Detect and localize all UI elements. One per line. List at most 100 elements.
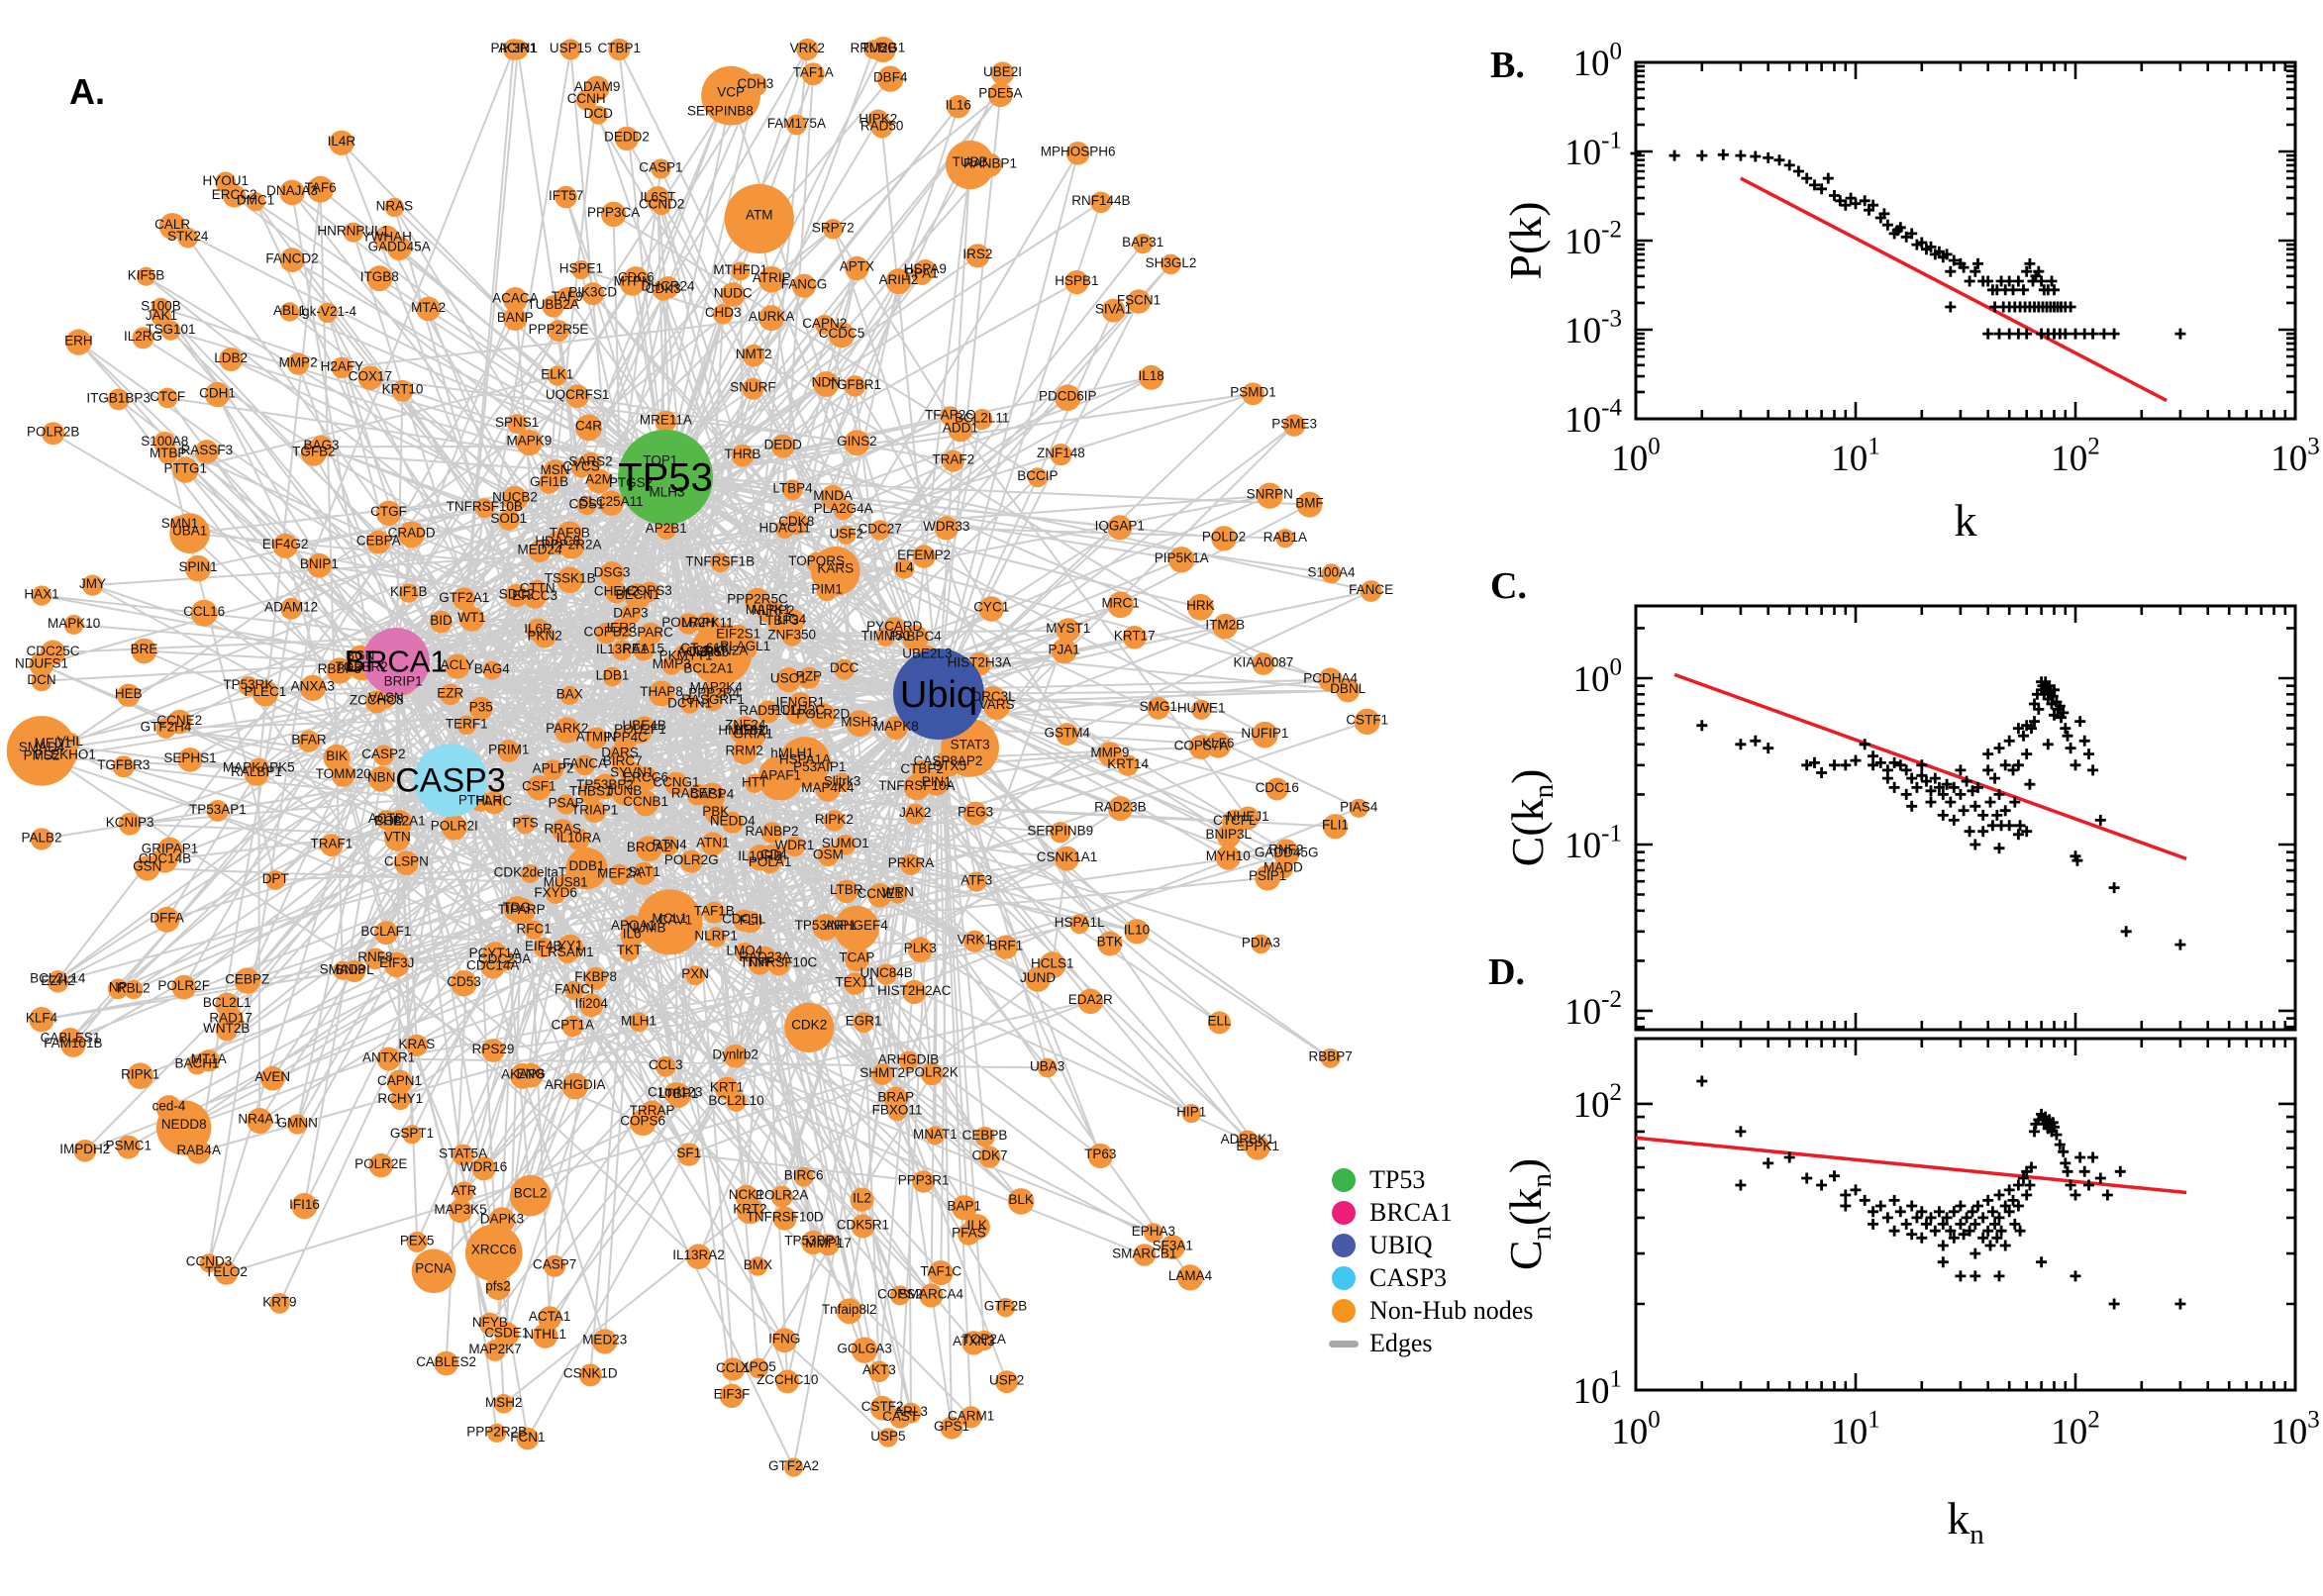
network-node-label: SNURF [730,380,776,395]
network-node-label: PIM1 [811,582,843,597]
network-node-label: MED24 [517,543,562,557]
network-node-label: EPHA3 [1132,1224,1175,1239]
network-node [107,388,130,411]
network-node [884,716,908,741]
network-node-label: RAD17 [209,1011,252,1026]
network-node-label: CASP7 [533,1257,576,1272]
network-node-label: ced-4 [152,1099,186,1114]
network-node-label: CDK5R1 [837,1217,889,1232]
hub-node-casp3 [414,744,487,817]
network-node-label: SMAD4 [19,740,65,754]
network-node-label: DEDD [764,438,803,452]
panel-c-label: C. [1490,565,1527,607]
network-node-label: TSG101 [146,322,195,337]
network-node [301,441,327,466]
network-node [384,197,405,218]
network-node [869,1395,895,1421]
network-node-label: XPO5 [741,1359,776,1374]
network-node-label: BACH1 [174,1055,219,1070]
network-node [1237,1130,1259,1151]
network-node-label: IFNGR1 [776,695,826,710]
network-node-label: TOPORS [788,553,845,568]
network-node-label: TUBB2A [527,297,579,312]
network-node [744,587,771,615]
network-node-label: CDC14B [139,850,191,865]
legend-node-swatch [1332,1266,1356,1290]
tick-label: 10-1 [1565,820,1622,866]
network-node-label: CDC5L [722,912,766,927]
network-node [279,302,300,322]
network-node-label: POLR2H [661,615,715,630]
network-node [554,717,580,744]
network-node [1133,234,1154,254]
network-node-label: PLEKHO1 [35,747,96,761]
network-node [184,554,212,582]
network-node [368,765,395,792]
network-node-label: MMP3 [653,656,691,671]
network-node-label: EPPK1 [1236,1139,1279,1153]
network-node [252,680,278,707]
network-node-label: DARS [601,746,639,760]
network-node [398,583,419,603]
network-node-label: BNIP3L [1206,827,1253,842]
network-node-label: GSN [133,859,161,874]
network-node [835,834,857,855]
network-node-label: PABPC4 [889,629,942,644]
network-node [974,1126,995,1147]
network-node-label: S100B [141,299,181,314]
network-node [783,1457,804,1477]
network-node-label: NDN [812,375,841,390]
network-node [561,1015,583,1038]
network-node-label: CEBPZ [225,971,269,986]
network-node-label: FANCG [781,277,828,292]
network-node-label: LMO4 [727,944,763,958]
network-node-label: HEB [115,686,143,701]
network-node-label: BRE [131,642,158,656]
network-node-label: YY1 [557,939,583,953]
network-node [978,1146,1001,1168]
network-node [784,511,809,536]
network-node [599,561,625,586]
network-node-label: PARC [476,794,513,809]
network-node-label: MTHFD1 [713,262,767,277]
network-node [726,1091,747,1112]
network-node-labels: TCAP PRIM1 NHEJ1 KIAA0087 THAP8 CDC14B TP53RK C… [15,41,1393,1473]
network-node-label: PBK [702,804,729,819]
network-node-label: APAF1 [759,768,801,783]
network-node-label: RAD50 [860,119,904,134]
network-node [323,744,351,771]
network-node-label: PALB2 [21,830,61,845]
network-node-label: ERCC2 [212,187,257,202]
network-node-label: LTBR [830,882,863,897]
network-node-label: ACVR1 [677,644,722,658]
network-node [1065,142,1090,165]
network-node-label: PYCARD [866,619,923,634]
network-node-label: NUMB [627,921,666,936]
network-node [812,914,840,941]
network-node-label: CDC6 [618,270,655,285]
network-node [887,883,908,904]
network-node-label: NRAS [376,198,414,213]
network-node [30,828,53,850]
network-node [578,1363,602,1387]
network-node-label: MNDA [813,488,853,503]
network-node-label: PCNA [415,1261,453,1276]
network-node [199,1253,219,1273]
network-node [1056,618,1080,643]
network-node [995,1298,1016,1318]
network-node-label: STX5 [933,758,966,773]
y-axis-label: C(kn) [1502,769,1560,867]
network-node-label: TNFRSF10C [740,955,817,970]
network-node-label: PIN1 [922,774,952,789]
network-node [1282,414,1306,437]
network-node [286,352,310,375]
network-node-label: CSNK1D [563,1366,618,1381]
network-node [190,599,218,627]
network-node-label: SARS2 [568,454,612,469]
network-node-label: PXN [681,966,709,981]
network-node [836,1298,862,1325]
network-node-label: RAB4A [177,1143,221,1157]
network-node-label: DCTN1 [667,695,712,710]
network-node [770,1185,793,1208]
network-node [156,387,178,409]
